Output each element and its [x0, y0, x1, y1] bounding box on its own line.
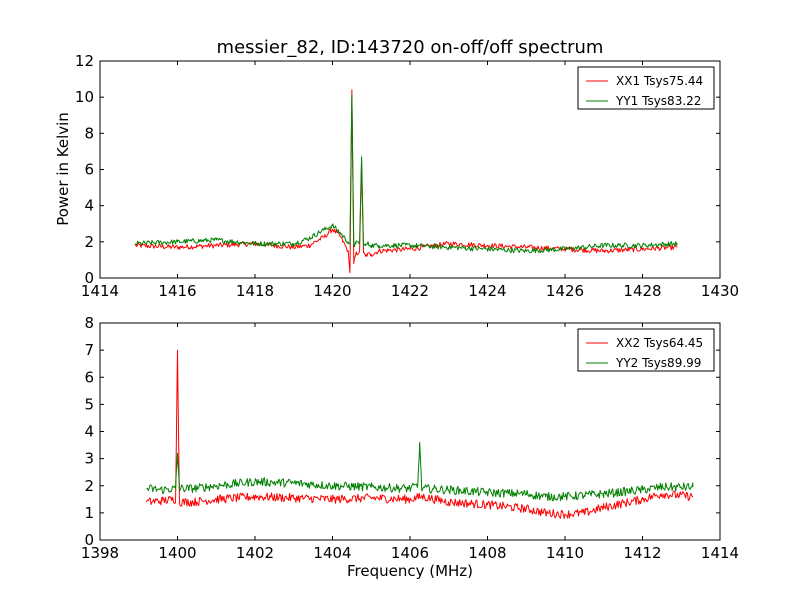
bottom-y-tick-label: 4 [84, 423, 94, 441]
bottom-legend-label-1: XX2 Tsys64.45 [616, 336, 703, 350]
bottom-y-tick-label: 3 [84, 450, 94, 468]
top-y-tick-label: 2 [84, 233, 94, 251]
bottom-x-tick-label: 1400 [158, 544, 196, 562]
bottom-plot: 1398 1400 1402 1404 1406 1408 1410 1412 1414 0 1 2 3… [81, 314, 739, 562]
bottom-legend-label-2: YY2 Tsys89.99 [615, 356, 701, 370]
bottom-y-tick-label: 7 [84, 341, 94, 359]
top-series-line-2 [134, 94, 678, 254]
bottom-x-tick-label: 1414 [701, 544, 739, 562]
bottom-x-tick-label: 1398 [81, 544, 119, 562]
bottom-x-tick-label: 1404 [313, 544, 351, 562]
bottom-y-tick-label: 8 [84, 314, 94, 332]
bottom-y-tick-label: 0 [84, 531, 94, 549]
top-legend-label-1: XX1 Tsys75.44 [616, 74, 703, 88]
top-plot: 1414 1416 1418 1420 1422 1424 1426 1428 1430 0 2 4 6… [75, 52, 739, 300]
top-x-tick-label: 1422 [391, 282, 429, 300]
bottom-y-tick-label: 5 [84, 395, 94, 413]
top-x-tick-label: 1414 [81, 282, 119, 300]
bottom-series-line-2 [146, 441, 694, 502]
top-legend [577, 66, 715, 110]
top-y-tick-label: 10 [75, 88, 94, 106]
top-series-line-1 [134, 89, 678, 274]
bottom-legend [577, 328, 715, 372]
bottom-y-tick-label: 1 [84, 504, 94, 522]
top-y-tick-label: 12 [75, 52, 94, 70]
top-y-axis-label: Power in Kelvin [54, 112, 72, 226]
bottom-x-tick-label: 1410 [546, 544, 584, 562]
bottom-x-tick-label: 1402 [236, 544, 274, 562]
top-x-tick-label: 1418 [236, 282, 274, 300]
bottom-x-tick-label: 1408 [468, 544, 506, 562]
bottom-x-tick-label: 1406 [391, 544, 429, 562]
top-x-tick-label: 1416 [158, 282, 196, 300]
top-legend-label-2: YY1 Tsys83.22 [615, 94, 701, 108]
bottom-y-tick-label: 6 [84, 368, 94, 386]
top-x-tick-label: 1430 [701, 282, 739, 300]
top-y-tick-label: 4 [84, 197, 94, 215]
top-y-tick-label: 8 [84, 124, 94, 142]
top-x-tick-label: 1420 [313, 282, 351, 300]
bottom-x-axis-label: Frequency (MHz) [347, 562, 473, 580]
bottom-x-tick-label: 1412 [623, 544, 661, 562]
top-y-tick-label: 6 [84, 161, 94, 179]
top-x-tick-label: 1428 [623, 282, 661, 300]
top-x-tick-label: 1424 [468, 282, 506, 300]
chart-title: messier_82, ID:143720 on-off/off spectru… [217, 37, 604, 58]
bottom-y-tick-label: 2 [84, 477, 94, 495]
bottom-series-line-1 [146, 349, 694, 519]
top-x-tick-label: 1426 [546, 282, 584, 300]
top-y-tick-label: 0 [84, 269, 94, 287]
